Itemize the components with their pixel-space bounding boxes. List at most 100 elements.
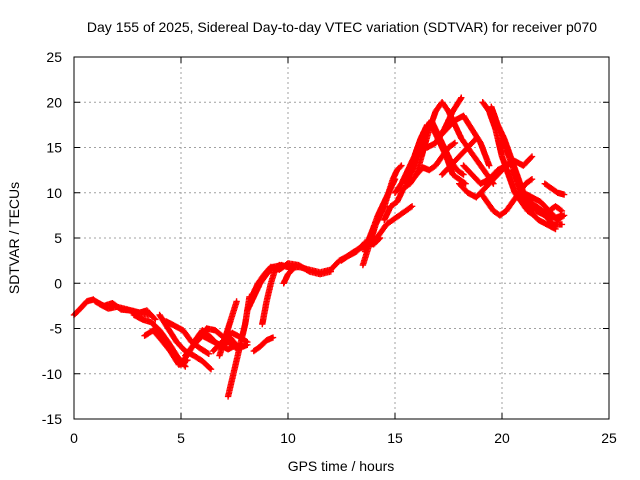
data-point xyxy=(226,348,230,351)
data-point xyxy=(244,322,247,326)
data-point xyxy=(231,331,234,335)
data-point xyxy=(462,114,465,118)
y-tick-label: -5 xyxy=(50,321,63,337)
data-point xyxy=(556,218,559,222)
data-point xyxy=(372,241,375,244)
data-point xyxy=(485,200,489,203)
data-point xyxy=(402,187,405,190)
data-point xyxy=(498,214,502,217)
data-point xyxy=(269,282,273,285)
data-point xyxy=(537,218,540,222)
data-point xyxy=(410,168,414,172)
data-point xyxy=(490,105,493,108)
data-point xyxy=(348,253,352,256)
data-point xyxy=(421,166,425,169)
data-point xyxy=(393,177,397,181)
data-point xyxy=(151,329,155,332)
data-point xyxy=(199,347,202,350)
data-point xyxy=(466,146,469,149)
data-point xyxy=(550,187,553,190)
data-point xyxy=(169,349,172,353)
data-point xyxy=(560,223,564,226)
data-point xyxy=(265,339,268,342)
data-point xyxy=(470,128,474,131)
x-axis-label: GPS time / hours xyxy=(288,458,395,474)
data-point xyxy=(562,193,566,196)
data-point xyxy=(235,300,238,303)
data-point xyxy=(462,164,465,167)
data-point xyxy=(445,128,448,131)
y-tick-label: 25 xyxy=(46,49,62,65)
data-point xyxy=(460,137,463,140)
data-point xyxy=(406,168,410,172)
data-point xyxy=(158,329,161,332)
data-point xyxy=(192,340,196,344)
data-point xyxy=(94,300,97,303)
data-point xyxy=(211,349,215,353)
data-point xyxy=(483,187,487,190)
data-point xyxy=(447,110,450,113)
data-point xyxy=(421,150,425,154)
y-tick-labels: -15 -10 -5 0 5 10 15 20 25 xyxy=(42,49,62,427)
data-point xyxy=(173,324,176,327)
data-point xyxy=(231,377,234,380)
data-point xyxy=(184,354,187,357)
data-point xyxy=(522,164,525,167)
data-point xyxy=(308,270,311,273)
data-point xyxy=(410,205,414,208)
series-satellite-track-37 xyxy=(520,189,568,224)
data-point xyxy=(556,191,559,194)
data-point xyxy=(340,259,343,262)
data-point xyxy=(389,205,392,208)
data-point xyxy=(511,200,514,203)
data-point xyxy=(318,273,322,276)
data-point xyxy=(481,101,484,104)
data-point xyxy=(201,359,204,363)
data-point xyxy=(451,110,454,113)
data-point xyxy=(408,182,412,185)
data-point xyxy=(154,318,157,321)
data-point xyxy=(389,187,392,190)
data-point xyxy=(378,232,382,235)
data-point xyxy=(246,343,249,346)
data-point xyxy=(256,282,260,285)
data-point xyxy=(434,110,437,113)
data-point xyxy=(479,191,482,194)
data-point xyxy=(434,164,437,167)
data-point xyxy=(428,128,431,131)
data-point xyxy=(434,141,437,145)
data-point xyxy=(475,137,478,140)
data-point xyxy=(545,223,549,226)
data-point xyxy=(246,309,249,312)
data-point xyxy=(263,273,266,276)
data-point xyxy=(329,268,332,271)
x-tick-label: 10 xyxy=(280,430,296,446)
data-point xyxy=(357,247,360,251)
data-point xyxy=(436,137,439,140)
data-point xyxy=(400,164,403,167)
data-point xyxy=(265,300,268,303)
data-point xyxy=(487,177,491,181)
series-satellite-track-2 xyxy=(92,298,159,323)
series-satellite-track-29 xyxy=(438,135,480,178)
data-point xyxy=(440,101,444,104)
data-point xyxy=(252,349,255,353)
data-point xyxy=(462,173,465,176)
x-tick-label: 5 xyxy=(177,430,185,446)
data-point xyxy=(376,214,380,217)
data-point xyxy=(201,329,204,332)
y-tick-label: 5 xyxy=(54,230,62,246)
data-point xyxy=(158,313,161,317)
data-point xyxy=(475,196,478,199)
data-point xyxy=(460,96,463,99)
data-point xyxy=(451,173,454,176)
data-point xyxy=(535,209,538,213)
data-point xyxy=(261,322,264,326)
data-point xyxy=(226,395,230,398)
data-point xyxy=(269,265,273,269)
x-tick-label: 20 xyxy=(494,430,510,446)
data-point xyxy=(554,205,557,208)
data-point xyxy=(164,320,168,323)
data-point xyxy=(278,263,281,267)
